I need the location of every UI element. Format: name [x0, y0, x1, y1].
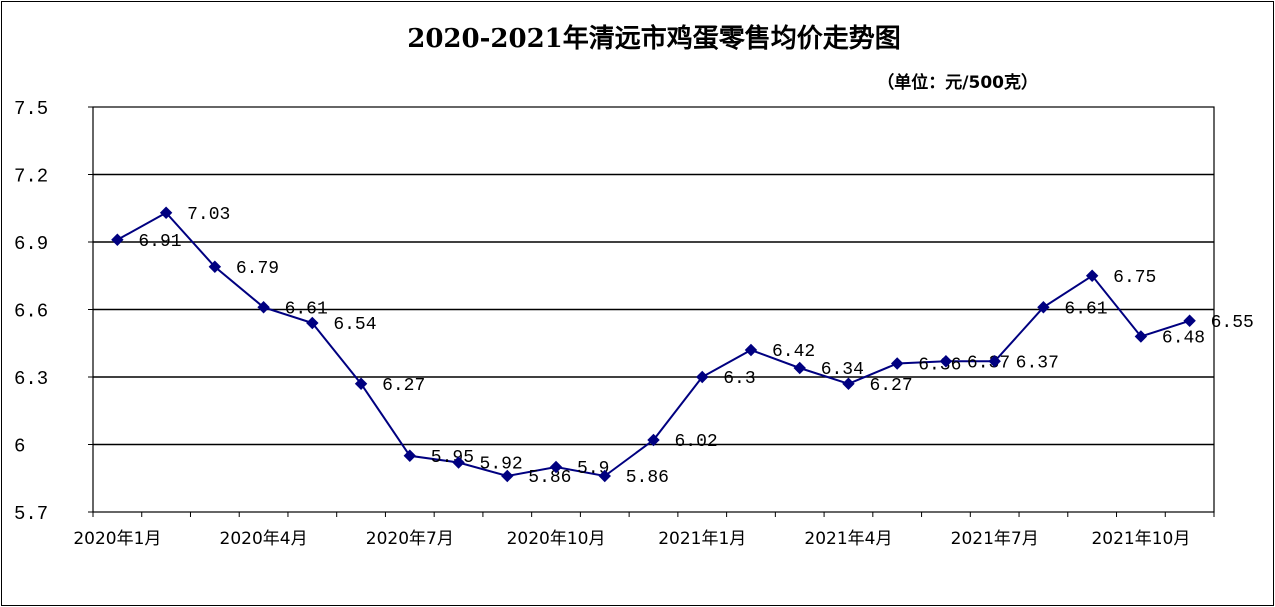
- data-label: 5.92: [480, 455, 523, 475]
- data-point: [159, 206, 173, 219]
- y-tick-label: 6.6: [14, 301, 48, 323]
- data-point: [696, 370, 709, 384]
- x-tick-label: 2020年1月: [73, 529, 161, 549]
- data-point: [1037, 301, 1050, 314]
- y-tick-label: 6.3: [14, 368, 48, 390]
- data-point: [793, 361, 806, 375]
- x-tick-label: 2020年7月: [366, 529, 454, 549]
- x-tick-label: 2021年10月: [1091, 529, 1190, 549]
- data-label: 6.37: [1016, 353, 1059, 373]
- data-point: [306, 316, 319, 330]
- data-label: 5.95: [431, 448, 474, 468]
- data-label: 6.37: [967, 353, 1010, 373]
- data-point: [257, 301, 270, 314]
- data-point: [1134, 330, 1148, 343]
- x-tick-label: 2021年1月: [658, 529, 746, 549]
- x-tick-label: 2021年4月: [804, 529, 892, 549]
- data-point: [1183, 314, 1196, 327]
- y-tick-label: 6: [14, 436, 25, 458]
- y-tick-label: 7.2: [14, 166, 48, 188]
- data-point: [111, 233, 124, 246]
- x-tick-label: 2020年4月: [220, 529, 308, 549]
- x-tick-label: 2020年10月: [507, 529, 606, 549]
- data-point: [1085, 269, 1099, 282]
- data-point: [598, 469, 611, 483]
- data-point: [988, 355, 1001, 368]
- data-label: 6.55: [1211, 313, 1254, 333]
- data-label: 7.03: [187, 205, 230, 225]
- data-label: 5.86: [626, 468, 669, 488]
- data-label: 6.34: [821, 360, 864, 380]
- data-label: 6.61: [285, 299, 328, 319]
- data-label: 6.79: [236, 259, 279, 279]
- data-point: [939, 355, 953, 368]
- data-point: [549, 460, 563, 474]
- y-tick-label: 7.5: [14, 98, 48, 120]
- data-point: [890, 357, 904, 370]
- data-point: [208, 260, 222, 273]
- data-label: 6.42: [772, 342, 815, 362]
- data-point: [647, 433, 660, 447]
- data-point: [452, 456, 465, 469]
- data-label: 6.27: [382, 376, 425, 396]
- data-point: [842, 377, 855, 390]
- y-tick-label: 6.9: [14, 233, 48, 255]
- x-tick-label: 2021年7月: [951, 529, 1039, 549]
- data-label: 6.54: [333, 315, 376, 335]
- data-label: 6.36: [918, 356, 961, 376]
- data-label: 6.91: [138, 232, 181, 252]
- data-point: [744, 343, 758, 357]
- data-point: [501, 469, 514, 483]
- data-label: 5.86: [528, 468, 571, 488]
- data-label: 6.61: [1064, 299, 1107, 319]
- chart-title: 2020-2021年清远市鸡蛋零售均价走势图: [407, 23, 901, 54]
- data-label: 6.75: [1113, 268, 1156, 288]
- data-point: [354, 377, 368, 390]
- data-label: 6.48: [1162, 329, 1205, 349]
- data-label: 6.02: [675, 432, 718, 452]
- data-label: 6.27: [869, 376, 912, 396]
- unit-label: （单位：元/500克）: [877, 72, 1038, 93]
- data-point: [403, 449, 417, 462]
- y-tick-label: 5.7: [14, 503, 48, 525]
- data-label: 6.3: [723, 369, 755, 389]
